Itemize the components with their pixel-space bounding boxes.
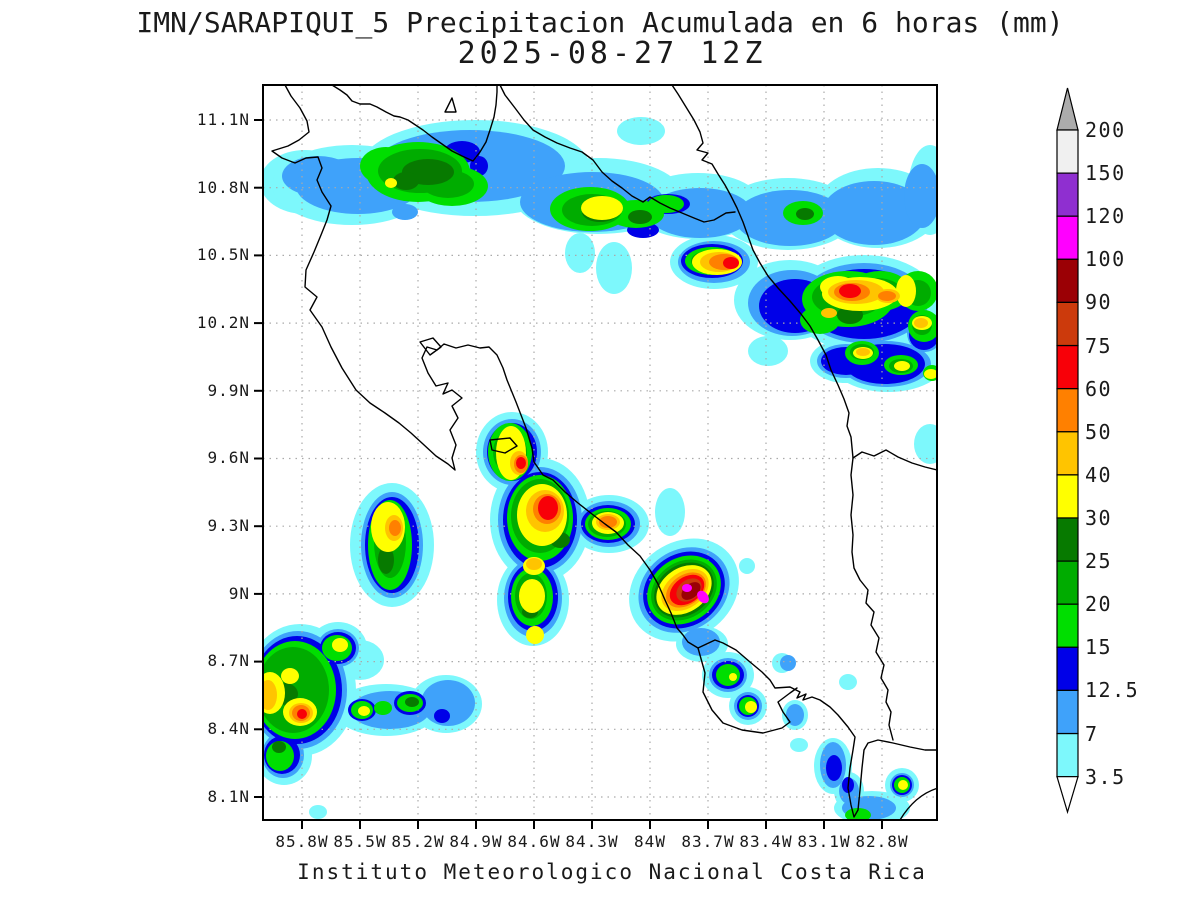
colorbar-swatch-90 xyxy=(1056,258,1079,303)
lat-tick-label: 9N xyxy=(229,584,250,603)
lon-tick-label: 83.1W xyxy=(797,832,850,851)
lat-axis-labels: 11.1N 10.8N 10.5N 10.2N 9.9N 9.6N 9.3N 9… xyxy=(197,110,250,806)
coastline-caribbean xyxy=(671,85,937,471)
colorbar-label: 12.5 xyxy=(1085,678,1139,702)
colorbar-label: 7 xyxy=(1085,722,1099,746)
colorbar-swatch-100 xyxy=(1056,215,1079,260)
lat-tick-label: 10.5N xyxy=(197,245,250,264)
lat-tick-label: 10.2N xyxy=(197,313,250,332)
colorbar-label: 40 xyxy=(1085,463,1112,487)
lon-tick-label: 83.4W xyxy=(739,832,792,851)
colorbar-label: 30 xyxy=(1085,506,1112,530)
title-line2: 2025-08-27 12Z xyxy=(458,36,767,71)
coastline-chiriqui xyxy=(899,787,937,820)
colorbar-swatch-40 xyxy=(1056,431,1079,476)
colorbar-labels: 200 150 120 100 90 75 60 50 40 30 25 20 … xyxy=(1085,118,1139,789)
colorbar-label: 200 xyxy=(1085,118,1126,142)
colorbar-label: 120 xyxy=(1085,204,1126,228)
border-san-juan-river xyxy=(499,85,736,223)
map-frame xyxy=(262,84,938,821)
border-panama xyxy=(850,457,894,741)
colorbar-over-arrow xyxy=(1056,87,1079,131)
colorbar-label: 100 xyxy=(1085,247,1126,271)
colorbar-label: 3.5 xyxy=(1085,765,1126,789)
colorbar-label: 15 xyxy=(1085,635,1112,659)
colorbar-swatch-150 xyxy=(1056,129,1079,174)
title-line1: IMN/SARAPIQUI_5 Precipitacion Acumulada … xyxy=(136,6,1063,40)
coastline-osa-peninsula xyxy=(697,647,798,734)
lon-tick-label: 83.7W xyxy=(681,832,734,851)
colorbar-label: 75 xyxy=(1085,334,1112,358)
lon-tick-label: 84.3W xyxy=(565,832,618,851)
footer-institution: Instituto Meteorologico Nacional Costa R… xyxy=(297,860,927,884)
precip-level-100mm xyxy=(682,584,709,604)
coastlines xyxy=(271,85,937,820)
lon-tick-label: 85.5W xyxy=(333,832,386,851)
colorbar-swatch-15 xyxy=(1056,603,1079,648)
coastline-pacific xyxy=(271,85,937,818)
lon-tick-label: 84W xyxy=(634,832,666,851)
lake-nicaragua-shore xyxy=(331,85,498,162)
colorbar-label: 90 xyxy=(1085,290,1112,314)
colorbar-label: 25 xyxy=(1085,549,1112,573)
lon-tick-label: 85.2W xyxy=(391,832,444,851)
lat-tick-label: 8.4N xyxy=(207,719,250,738)
colorbar-label: 60 xyxy=(1085,377,1112,401)
lon-tick-label: 84.9W xyxy=(449,832,502,851)
gulf-island-1 xyxy=(489,437,518,454)
lat-tick-label: 10.8N xyxy=(197,178,250,197)
lon-tick-label: 82.8W xyxy=(855,832,908,851)
colorbar-label: 20 xyxy=(1085,592,1112,616)
colorbar-swatch-75 xyxy=(1056,301,1079,347)
colorbar-swatch-50 xyxy=(1056,388,1079,433)
colorbar-swatch-7 xyxy=(1056,689,1079,735)
axis-ticks xyxy=(254,119,883,829)
colorbar-label: 150 xyxy=(1085,161,1126,185)
lat-tick-label: 8.7N xyxy=(207,651,250,670)
colorbar-swatch-30 xyxy=(1056,474,1079,519)
colorbar-swatch-120 xyxy=(1056,172,1079,217)
lon-axis-labels: 85.8W 85.5W 85.2W 84.9W 84.6W 84.3W 84W … xyxy=(275,832,908,851)
colorbar: 200 150 120 100 90 75 60 50 40 30 25 20 … xyxy=(1056,87,1139,815)
colorbar-swatch-25 xyxy=(1056,517,1079,562)
colorbar-swatch-12p5 xyxy=(1056,646,1079,691)
lon-tick-label: 85.8W xyxy=(275,832,328,851)
lat-tick-label: 8.1N xyxy=(207,787,250,806)
lat-tick-label: 9.3N xyxy=(207,516,250,535)
colorbar-swatch-20 xyxy=(1056,560,1079,605)
gulf-island-2 xyxy=(419,337,442,356)
colorbar-label: 50 xyxy=(1085,420,1112,444)
lat-tick-label: 11.1N xyxy=(197,110,250,129)
colorbar-swatch-3p5 xyxy=(1056,732,1079,778)
lake-island xyxy=(444,97,457,113)
colorbar-under-arrow xyxy=(1056,776,1079,815)
lat-tick-label: 9.9N xyxy=(207,381,250,400)
lat-tick-label: 9.6N xyxy=(207,448,250,467)
colorbar-swatch-60 xyxy=(1056,345,1079,390)
lon-tick-label: 84.6W xyxy=(507,832,560,851)
